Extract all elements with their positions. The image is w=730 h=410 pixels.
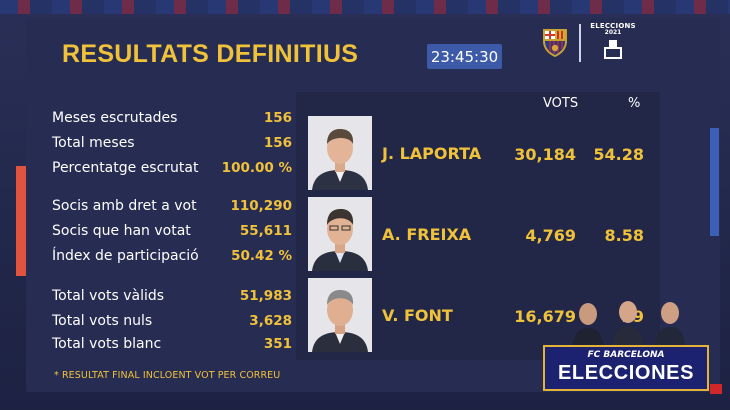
stat-value: 156 — [263, 135, 292, 151]
stat-row: Meses escrutades 156 — [52, 108, 292, 128]
stat-value: 3,628 — [249, 313, 292, 329]
candidate-row: J. LAPORTA 30,184 54.28 — [296, 114, 660, 192]
stat-value: 351 — [263, 336, 292, 352]
badge-candidates-overlay-icon — [572, 301, 686, 348]
footnote: * RESULTAT FINAL INCLOENT VOT PER CORREU — [54, 370, 281, 381]
badge-club-name: FC BARCELONA — [587, 350, 665, 360]
logo-separator — [579, 24, 581, 62]
candidate-portrait-icon — [308, 278, 372, 352]
candidate-portrait-icon — [308, 197, 372, 271]
candidate-row: V. FONT 16,679 29 — [296, 276, 660, 354]
candidate-photo — [308, 278, 372, 352]
candidate-portrait-icon — [308, 116, 372, 190]
candidate-photo — [308, 116, 372, 190]
stat-value: 100.00 % — [221, 160, 292, 176]
candidate-name: J. LAPORTA — [382, 144, 482, 163]
left-accent-bar — [16, 166, 26, 276]
candidate-percent: 8.58 — [604, 226, 644, 245]
candidate-name: A. FREIXA — [382, 225, 472, 244]
stat-row: Percentatge escrutat 100.00 % — [52, 158, 292, 178]
stat-value: 156 — [263, 110, 292, 126]
column-header-votes: VOTS — [543, 96, 579, 111]
stat-label: Meses escrutades — [52, 110, 178, 126]
fc-barcelona-crest-icon — [543, 29, 567, 57]
clock-display: 23:45:30 — [427, 44, 502, 69]
candidate-row: A. FREIXA 4,769 8.58 — [296, 195, 660, 273]
stat-value: 110,290 — [230, 198, 293, 214]
stat-value: 50.42 % — [231, 248, 292, 264]
stat-row: Socis que han votat 55,611 — [52, 221, 292, 241]
candidate-percent: 54.28 — [593, 145, 644, 164]
stat-label: Socis amb dret a vot — [52, 198, 197, 214]
stat-label: Total vots vàlids — [52, 288, 165, 304]
stat-label: Total meses — [52, 135, 135, 151]
stat-row: Total meses 156 — [52, 133, 292, 153]
badge-title: ELECCIONES — [557, 362, 695, 384]
stat-value: 51,983 — [239, 288, 292, 304]
top-decorative-band — [0, 0, 730, 14]
stat-row: Total vots blanc 351 — [52, 334, 292, 354]
candidate-votes: 16,679 — [514, 307, 576, 326]
eleccions-logo: ELECCIONS 2021 — [587, 22, 639, 66]
elecciones-badge: FC BARCELONA ELECCIONES — [543, 345, 709, 391]
eleccions-logo-text: ELECCIONS — [590, 22, 636, 30]
stat-label: Total vots nuls — [52, 313, 153, 329]
eleccions-logo-year: 2021 — [604, 29, 622, 36]
corner-accent — [710, 384, 722, 394]
stat-value: 55,611 — [239, 223, 292, 239]
page-title: RESULTATS DEFINITIUS — [62, 40, 359, 68]
stat-row: Índex de participació 50.42 % — [52, 246, 292, 266]
candidate-name: V. FONT — [382, 306, 453, 325]
column-header-percent: % — [628, 96, 641, 111]
right-accent-bar — [710, 128, 719, 236]
stat-label: Socis que han votat — [52, 223, 191, 239]
stat-label: Percentatge escrutat — [52, 160, 199, 176]
candidate-photo — [308, 197, 372, 271]
stat-label: Total vots blanc — [52, 336, 162, 352]
candidate-votes: 30,184 — [514, 145, 576, 164]
stat-row: Total vots vàlids 51,983 — [52, 286, 292, 306]
stat-row: Total vots nuls 3,628 — [52, 311, 292, 331]
stat-row: Socis amb dret a vot 110,290 — [52, 196, 292, 216]
stat-label: Índex de participació — [52, 248, 199, 264]
ballot-box-icon — [604, 40, 622, 59]
candidate-votes: 4,769 — [525, 226, 576, 245]
